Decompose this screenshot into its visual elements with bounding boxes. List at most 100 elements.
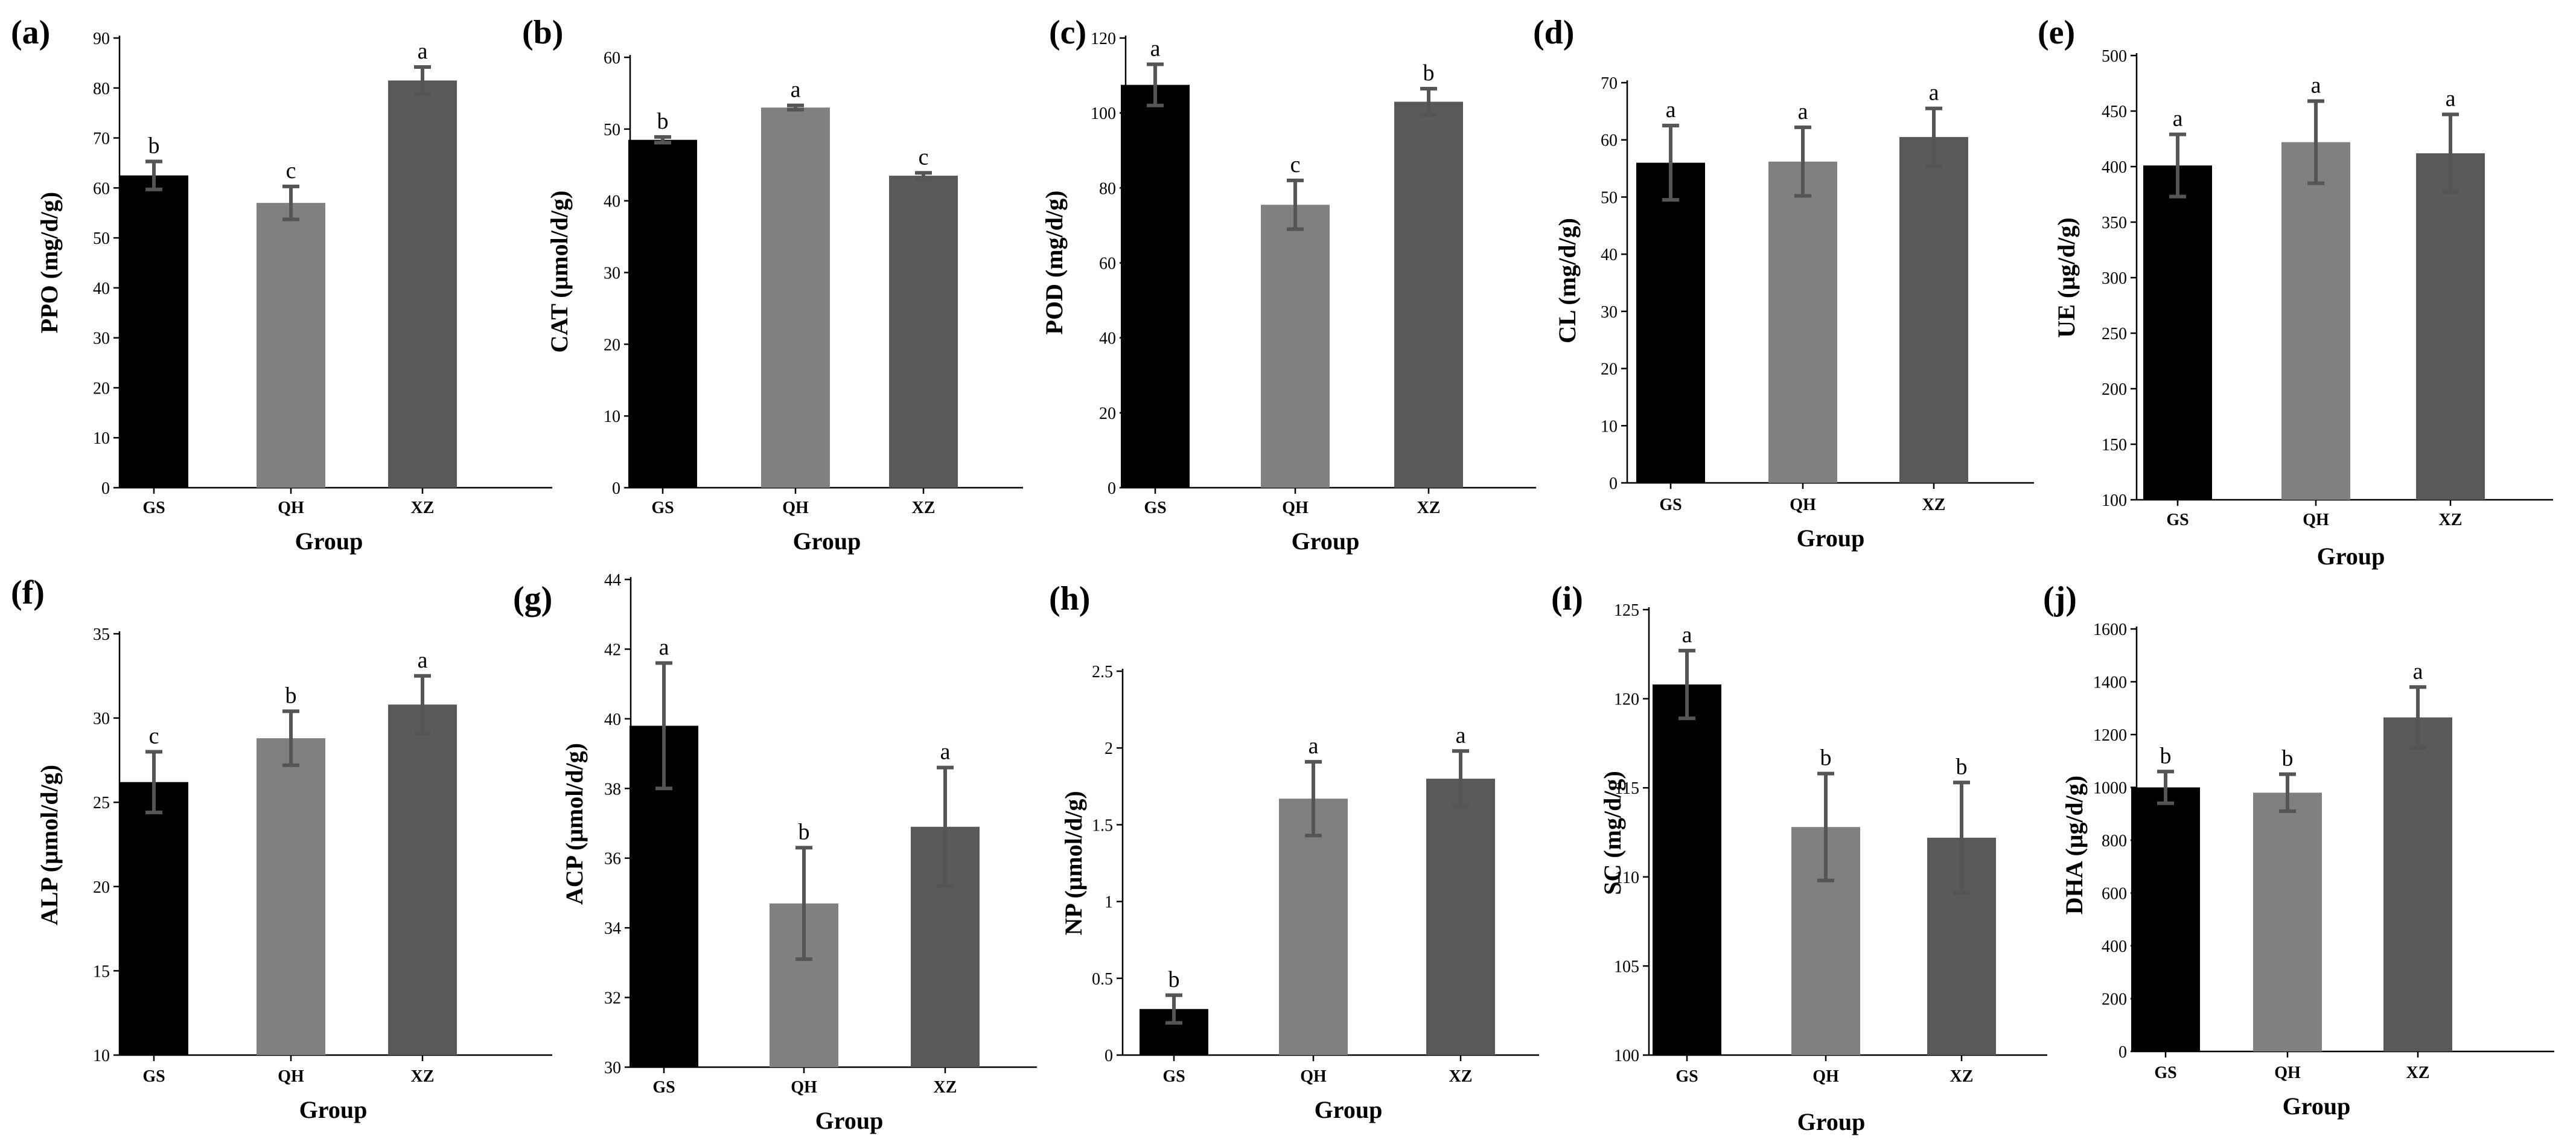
- y-tick-label: 90: [93, 30, 110, 48]
- y-tick-label: 40: [93, 279, 110, 298]
- bar: [120, 175, 188, 488]
- panel-label: (g): [513, 580, 552, 617]
- x-axis-title: Group: [793, 528, 861, 555]
- y-tick-label: 36: [604, 850, 621, 869]
- x-axis-title: Group: [1315, 1096, 1383, 1123]
- x-tick-label: QH: [791, 1078, 817, 1097]
- y-tick-label: 42: [604, 640, 621, 659]
- y-tick-label: 20: [604, 336, 620, 354]
- y-tick-label: 600: [2102, 885, 2127, 904]
- y-tick-label: 120: [1091, 30, 1116, 48]
- y-tick-label: 20: [93, 379, 110, 398]
- x-tick-label: XZ: [1950, 1067, 1974, 1086]
- x-tick-label: XZ: [934, 1078, 957, 1097]
- bar: [1426, 779, 1495, 1055]
- y-tick-label: 2.5: [1092, 663, 1113, 681]
- panel-label: (e): [2038, 14, 2075, 51]
- y-tick-label: 1600: [2093, 620, 2127, 639]
- bar: [1279, 799, 1348, 1055]
- x-tick-label: GS: [651, 499, 674, 517]
- y-tick-label: 10: [1601, 417, 1618, 436]
- x-tick-label: QH: [782, 499, 809, 517]
- y-tick-label: 60: [604, 49, 620, 68]
- y-tick-label: 50: [93, 229, 110, 248]
- y-tick-label: 1200: [2093, 726, 2127, 745]
- chart-panel: (i) 100 105 110 115 120 125 a GS b QH b XZ Group SC (m…: [1551, 580, 2047, 1135]
- significance-letter: b: [799, 819, 810, 844]
- chart-panel: (g) 30 32 34 36 38 40 42 44 a GS b QH a XZ Group ACP (μm…: [513, 571, 1037, 1134]
- bar: [388, 704, 457, 1055]
- y-tick-label: 30: [604, 1059, 621, 1077]
- chart-panel: (a) 0 10 20 30 40 50 60 70 80 90 b GS c QH a XZ Group PPO …: [11, 14, 552, 555]
- x-tick-label: GS: [2166, 511, 2189, 529]
- y-tick-label: 50: [1601, 188, 1618, 207]
- significance-letter: a: [1682, 622, 1692, 648]
- significance-letter: b: [657, 109, 669, 134]
- x-tick-label: XZ: [411, 499, 435, 517]
- y-tick-label: 100: [1091, 104, 1116, 123]
- y-tick-label: 0: [612, 479, 620, 498]
- y-tick-label: 110: [1615, 869, 1639, 887]
- y-tick-label: 25: [93, 794, 110, 812]
- y-tick-label: 15: [93, 962, 110, 981]
- significance-letter: c: [919, 144, 929, 170]
- x-tick-label: QH: [1812, 1067, 1839, 1086]
- y-tick-label: 30: [604, 264, 620, 283]
- bar: [761, 107, 830, 488]
- panel-label: (i): [1551, 580, 1583, 617]
- y-tick-label: 400: [2102, 158, 2127, 177]
- bar: [2143, 165, 2212, 500]
- y-tick-label: 60: [1601, 132, 1618, 150]
- significance-letter: a: [1666, 97, 1676, 123]
- y-tick-label: 0.5: [1092, 970, 1113, 989]
- x-tick-label: GS: [142, 499, 165, 517]
- significance-letter: a: [2173, 106, 2183, 132]
- y-tick-label: 40: [604, 710, 621, 729]
- x-tick-label: GS: [1162, 1067, 1185, 1086]
- panel-label: (a): [11, 14, 50, 51]
- bar: [2281, 142, 2350, 500]
- y-axis-title: SC (mg/d/g): [1599, 771, 1626, 895]
- panel-label: (b): [522, 14, 563, 51]
- x-axis-title: Group: [1292, 528, 1360, 555]
- y-tick-label: 115: [1615, 779, 1639, 798]
- y-axis-title: NP (μmol/d/g): [1060, 791, 1087, 935]
- x-tick-label: QH: [1790, 496, 1816, 514]
- y-tick-label: 32: [604, 989, 621, 1008]
- y-tick-label: 10: [93, 429, 110, 448]
- x-axis-title: Group: [295, 528, 363, 555]
- y-tick-label: 450: [2102, 103, 2127, 121]
- y-tick-label: 40: [1601, 246, 1618, 264]
- y-tick-label: 125: [1614, 601, 1639, 620]
- y-tick-label: 30: [93, 330, 110, 348]
- x-tick-label: GS: [1659, 496, 1682, 514]
- x-tick-label: GS: [142, 1067, 165, 1086]
- significance-letter: a: [2446, 86, 2456, 112]
- x-tick-label: QH: [278, 499, 304, 517]
- significance-letter: b: [1820, 745, 1832, 771]
- y-axis-title: UE (μg/d/g): [2053, 217, 2080, 337]
- x-tick-label: QH: [1300, 1067, 1327, 1086]
- x-tick-label: XZ: [1449, 1067, 1473, 1086]
- y-tick-label: 0: [1105, 1047, 1113, 1065]
- y-tick-label: 1: [1105, 893, 1113, 912]
- x-axis-title: Group: [2317, 543, 2385, 570]
- y-tick-label: 350: [2102, 214, 2127, 232]
- chart-panel: (d) 0 10 20 30 40 50 60 70 a GS a QH a XZ Group CL (mg/d…: [1533, 14, 2034, 552]
- bar: [628, 139, 697, 488]
- panel-label: (d): [1533, 14, 1574, 51]
- bar: [388, 80, 457, 488]
- significance-letter: a: [791, 77, 801, 103]
- significance-letter: b: [1956, 754, 1968, 779]
- x-tick-label: GS: [1144, 499, 1166, 517]
- y-tick-label: 20: [93, 878, 110, 897]
- y-axis-title: ACP (μmol/d/g): [561, 743, 588, 905]
- x-tick-label: GS: [652, 1078, 675, 1097]
- significance-letter: c: [1290, 152, 1301, 177]
- panel-label: (c): [1049, 14, 1086, 51]
- bar: [889, 176, 958, 488]
- x-axis-title: Group: [1797, 525, 1865, 552]
- significance-letter: a: [659, 635, 669, 660]
- panel-label: (h): [1049, 580, 1090, 617]
- significance-letter: a: [2311, 72, 2321, 98]
